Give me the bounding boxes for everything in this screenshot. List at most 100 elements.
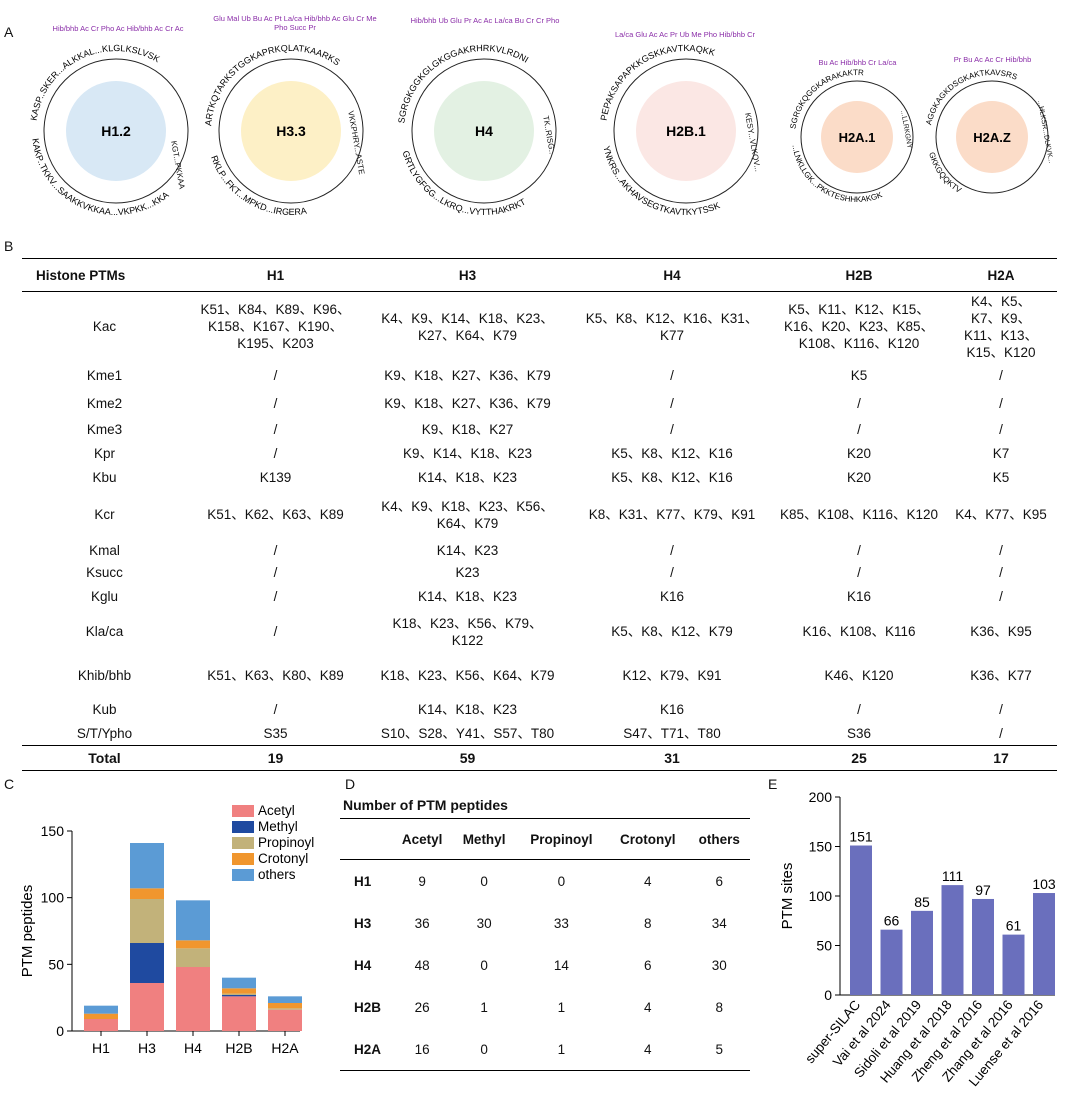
table-total-row: Total 19 59 31 25 17 — [22, 745, 1057, 771]
table-cell: K4、K77、K95 — [955, 507, 1047, 522]
table-cell: / — [273, 624, 278, 639]
bar-segment-h3-acetyl — [130, 983, 164, 1031]
ring-svg-h2b: H2B.1 PEPAKSAPAPKKGSKKAVTKAQKK YNKRS...A… — [599, 43, 759, 217]
table-cell: K16、K108、K116 — [802, 624, 916, 639]
bar-segment-h2a-others — [268, 996, 302, 1003]
bar-segment-h2a-propinoyl — [268, 1008, 302, 1010]
ptm-type-cell: Khib/bhb — [77, 668, 132, 683]
ring-marks-h1: Hib/bhb Ac Cr Pho Ac Hib/bhb Ac Cr Ac — [52, 24, 184, 33]
table-cell: K18、K23、K56、K79、K122 — [392, 615, 543, 648]
table-row: Kglu / K14、K18、K23 K16 K16 / — [22, 584, 1057, 610]
table-cell: K8、K31、K77、K79、K91 — [588, 507, 756, 522]
ptm-type-cell: Kglu — [90, 589, 119, 604]
table-cell: K51、K63、K80、K89 — [207, 668, 344, 683]
legend-swatch-methyl — [232, 821, 254, 833]
table-cell: 6 — [715, 873, 724, 889]
ring-core-h2az — [956, 101, 1028, 173]
col-header: H2A — [945, 258, 1057, 292]
ring-marks-h33: Glu Mal Ub Bu Ac Pt La/ca Hib/bhb Ac Glu… — [213, 14, 377, 32]
table-cell: / — [273, 589, 278, 604]
y-tick-label: 100 — [41, 890, 65, 906]
table-row: S/T/Ypho S35 S10、S28、Y41、S57、T80 S47、T71… — [22, 722, 1057, 746]
y-tick-label: 50 — [48, 956, 64, 972]
table-row: Kme1 / K9、K18、K27、K36、K79 / K5 / — [22, 362, 1057, 390]
table-cell: / — [999, 565, 1003, 580]
bar — [911, 910, 933, 995]
histone-ring-panel: H1.2 KASP..SKER...ALKKAL...KLGLKSLVSK KA… — [0, 0, 1065, 240]
data-label: 66 — [884, 913, 900, 929]
bar-segment-h1-crotonyl — [84, 1013, 118, 1019]
table-cell: K85、K108、K116、K120 — [779, 507, 939, 522]
ring-core-h33 — [241, 81, 341, 181]
table-cell: / — [273, 368, 278, 383]
ring-label-h2a1: H2A.1 — [839, 130, 876, 145]
bar-segment-h3-crotonyl — [130, 888, 164, 899]
row-header: H3 — [354, 915, 372, 931]
y-tick-label: 150 — [41, 823, 65, 839]
table-cell: K18、K23、K56、K64、K79 — [380, 668, 555, 683]
y-tick-label: 200 — [809, 789, 833, 805]
table-cell: / — [999, 543, 1003, 558]
table-cell: 48 — [414, 957, 430, 973]
ring-svg-h1: H1.2 KASP..SKER...ALKKAL...KLGLKSLVSK KA… — [29, 43, 189, 217]
table-cell: K51、K84、K89、K96、K158、K167、K190、K195、K203 — [200, 302, 351, 352]
table-cell: K14、K18、K23 — [417, 470, 518, 485]
table-cell: 6 — [644, 957, 652, 973]
table-cell: / — [670, 422, 674, 437]
panel-label-b: B — [4, 238, 14, 254]
table-row: H4 48 0 14 6 30 — [340, 944, 750, 986]
table-cell: K9、K18、K27、K36、K79 — [384, 396, 551, 411]
table-cell: / — [857, 422, 861, 437]
table-row: Khib/bhb K51、K63、K80、K89 K18、K23、K56、K64… — [22, 654, 1057, 698]
table-cell: K46、K120 — [824, 668, 894, 683]
histone-ring-h4: H4 SGRGKGGKGLGKGGAKRHRKVLRDNI GRTLYGFGG.… — [396, 43, 570, 217]
col-header: H3 — [364, 258, 571, 292]
bar-segment-h2a-crotonyl — [268, 1003, 302, 1009]
total-cell: 25 — [773, 745, 945, 771]
table-cell: K51、K62、K63、K89 — [207, 507, 344, 522]
ring-seq-bottom-h2az: GKKGQQKTV — [927, 151, 963, 195]
table-cell: 36 — [414, 915, 430, 931]
table-row: Kcr K51、K62、K63、K89 K4、K9、K18、K23、K56、K6… — [22, 490, 1057, 540]
table-row: Kbu K139 K14、K18、K23 K5、K8、K12、K16 K20 K… — [22, 466, 1057, 490]
ring-label-h4: H4 — [475, 123, 493, 139]
data-label: 111 — [942, 868, 963, 884]
table-cell: 26 — [414, 999, 430, 1015]
table-cell: K4、K5、K7、K9、K11、K13、K15、K120 — [963, 293, 1039, 360]
table-cell: 30 — [476, 915, 492, 931]
legend-swatch-crotonyl — [232, 853, 254, 865]
y-tick-label: 0 — [824, 987, 832, 1003]
bar — [1033, 893, 1055, 995]
bar-segment-h3-propinoyl — [130, 899, 164, 943]
table-cell: 8 — [715, 999, 724, 1015]
legend-swatch-acetyl — [232, 805, 254, 817]
table-row: H3 36 30 33 8 34 — [340, 902, 750, 944]
table-cell: 16 — [392, 1028, 453, 1071]
x-tick-label: H4 — [184, 1040, 202, 1056]
y-tick-label: 150 — [809, 839, 833, 855]
table-header-row: Acetyl Methyl Propinoyl Crotonyl others — [340, 818, 750, 860]
table-row: Kmal / K14、K23 / / / — [22, 540, 1057, 562]
table-cell: 0 — [557, 873, 566, 889]
table-cell: 1 — [515, 1028, 607, 1071]
table-cell: S35 — [263, 725, 288, 741]
ring-marks-h2az: Pr Bu Ac Ac Cr Hib/bhb — [953, 55, 1032, 64]
bar — [1002, 934, 1025, 995]
bar-segment-h1-acetyl — [84, 1019, 118, 1031]
ring-core-h4 — [434, 81, 534, 181]
col-header — [340, 818, 392, 860]
table-cell: K12、K79、K91 — [622, 668, 722, 683]
table-cell: / — [999, 589, 1003, 604]
histone-ring-h2b: H2B.1 PEPAKSAPAPKKGSKKAVTKAQKK YNKRS...A… — [599, 43, 772, 217]
table-cell: K5、K8、K12、K16 — [611, 470, 733, 485]
table-cell: / — [857, 396, 861, 411]
table-cell: 33 — [553, 915, 569, 931]
bar — [941, 885, 964, 995]
histone-ring-h1: H1.2 KASP..SKER...ALKKAL...KLGLKSLVSK KA… — [29, 43, 202, 217]
table-cell: K7 — [992, 446, 1010, 461]
table-cell: / — [999, 725, 1003, 741]
data-label: 85 — [914, 894, 930, 910]
table-cell: 4 — [644, 999, 652, 1015]
ring-svg-h33: H3.3 ARTKQTARKSTGGKAPRKQLATKAARKS RKLP..… — [203, 43, 364, 217]
row-header: H1 — [354, 873, 372, 889]
